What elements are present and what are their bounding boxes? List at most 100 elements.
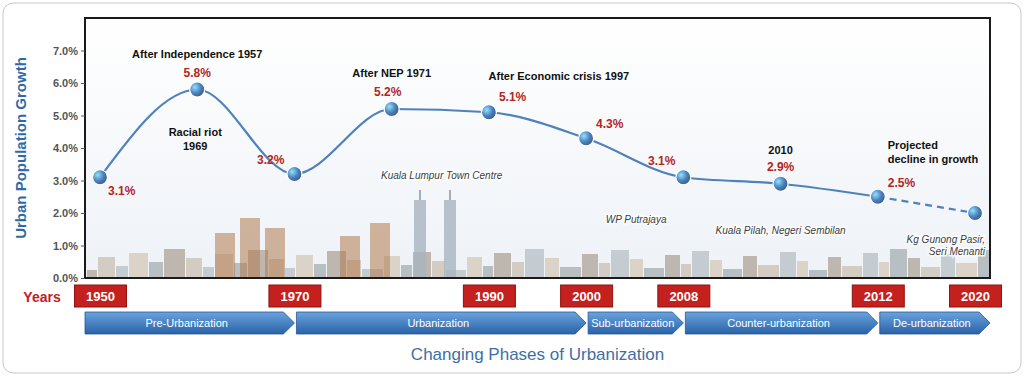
y-tick-label: 4.0% (53, 142, 78, 154)
skyline-tower (414, 200, 426, 278)
skyline-building (681, 264, 691, 278)
phase-arrow (880, 312, 990, 334)
series-marker (676, 170, 691, 185)
skyline-building (941, 254, 955, 278)
phase-label: Urbanization (407, 317, 469, 329)
series-marker (773, 176, 788, 191)
x-tick: 1950 (75, 285, 127, 307)
year-box (852, 285, 904, 307)
photo-caption: Seri Menanti (929, 246, 986, 257)
skyline-building (743, 256, 757, 278)
x-tick: 2008 (658, 285, 710, 307)
y-tick-label: 6.0% (53, 77, 78, 89)
y-axis-title: Urban Population Growth (12, 57, 29, 239)
skyline-building (149, 262, 163, 278)
phases: Pre-UrbanizationUrbanizationSub-urbaniza… (85, 312, 990, 334)
series-marker (579, 131, 594, 146)
skyline-building (692, 251, 709, 278)
x-tick: 1970 (269, 285, 321, 307)
x-tick-label: 1990 (475, 289, 504, 304)
data-label: 3.1% (108, 184, 136, 198)
skyline-building (265, 228, 285, 278)
skyline-building (512, 262, 524, 278)
skyline-building (599, 263, 610, 278)
data-label: 3.2% (257, 153, 285, 167)
skyline-building (921, 267, 940, 278)
series-marker (384, 102, 399, 117)
skyline-building (758, 265, 779, 278)
x-tick-label: 1950 (86, 289, 115, 304)
skyline-building (285, 268, 295, 278)
phase-label: Counter-urbanization (727, 317, 830, 329)
y-tick-label: 2.0% (53, 207, 78, 219)
skyline-building (494, 253, 511, 278)
chart-svg: 0.0% 1.0% 2.0% 3.0% 4.0% 5.0% 6.0% 7.0% 1950 1970… (0, 0, 1024, 376)
skyline-building (164, 249, 185, 278)
skyline (87, 190, 990, 278)
skyline-tower (444, 200, 456, 278)
skyline-building (644, 268, 664, 278)
phase-arrow (685, 312, 877, 334)
skyline-building (797, 261, 808, 278)
data-labels: 3.1%5.8%3.2%5.2%5.1%4.3%3.1%2.9%2.5% (108, 66, 915, 199)
y-tick-label: 7.0% (53, 45, 78, 57)
y-tick: 0.0% (53, 272, 85, 284)
skyline-building (370, 223, 390, 278)
data-label: 5.1% (499, 90, 527, 104)
series-marker (870, 189, 885, 204)
y-tick-label: 1.0% (53, 240, 78, 252)
skyline-building (432, 261, 445, 278)
x-axis: 1950 1970 1990 2000 2008 2012 2020 (75, 279, 1002, 308)
skyline-building (665, 255, 680, 278)
series-line (100, 90, 878, 197)
y-tick-label: 3.0% (53, 175, 78, 187)
skyline-building (809, 270, 827, 278)
skyline-building (780, 252, 796, 278)
annotation: After Independence 1957 (132, 48, 262, 60)
x-tick-caption: Years (23, 289, 61, 305)
data-label: 2.9% (767, 160, 795, 174)
skyline-building (890, 249, 907, 278)
y-tick: 1.0% (53, 240, 85, 252)
skyline-spire (449, 190, 451, 200)
y-tick-mark (81, 213, 85, 214)
skyline-building (467, 257, 482, 278)
year-box (561, 285, 613, 307)
y-tick-mark (81, 51, 85, 52)
y-tick: 5.0% (53, 110, 85, 122)
year-box (950, 285, 1002, 307)
y-tick-mark (81, 181, 85, 182)
skyline-building (340, 236, 360, 278)
annotation: After Economic crisis 1997 (489, 70, 630, 82)
x-tick: 2012 (852, 285, 904, 307)
skyline-building (879, 262, 889, 278)
y-tick-mark (81, 246, 85, 247)
y-axis: 0.0% 1.0% 2.0% 3.0% 4.0% 5.0% 6.0% 7.0% (53, 19, 86, 285)
y-tick-mark (81, 83, 85, 84)
x-tick-label: 2000 (572, 289, 601, 304)
phase-arrow (588, 312, 683, 334)
y-axis-line (85, 19, 86, 279)
y-tick: 6.0% (53, 77, 85, 89)
y-tick-mark (81, 148, 85, 149)
x-tick-label: 2020 (961, 289, 990, 304)
series-marker (481, 105, 496, 120)
data-label: 5.2% (374, 85, 402, 99)
x-axis-line (101, 278, 976, 279)
data-layer (93, 82, 983, 221)
skyline-building (215, 233, 235, 278)
skyline-building (240, 218, 260, 278)
series-marker (870, 189, 885, 204)
skyline-building (908, 258, 920, 278)
skyline-building (828, 257, 841, 278)
skyline-building (401, 265, 412, 278)
x-tick: 2000 (561, 285, 613, 307)
x-tick: 2020 (950, 285, 1002, 307)
skyline-building (842, 266, 862, 278)
skyline-building (186, 258, 202, 278)
phase-label: Sub-urbanization (591, 317, 674, 329)
skyline-building (956, 263, 977, 278)
annotation: Racial riot (169, 126, 223, 138)
phase-arrow (85, 312, 294, 334)
skyline-building (296, 255, 313, 278)
